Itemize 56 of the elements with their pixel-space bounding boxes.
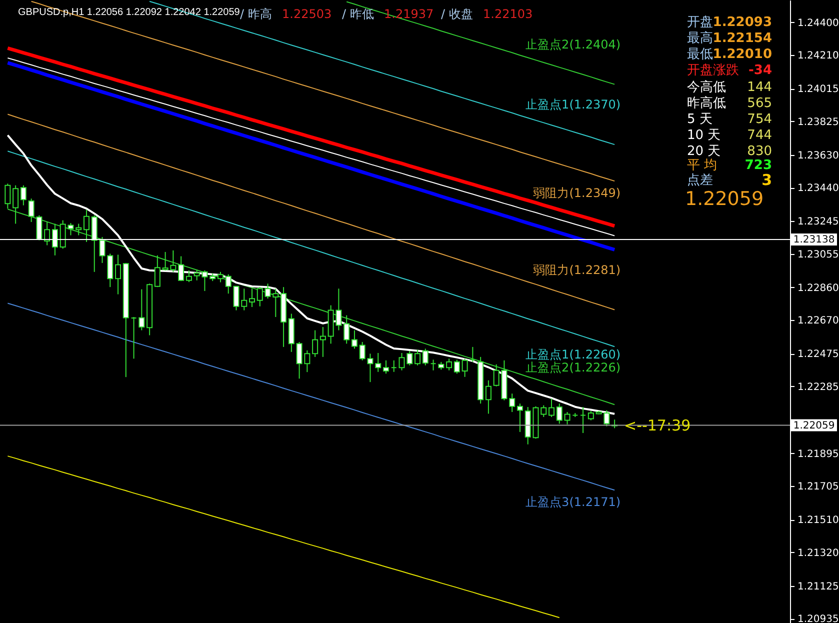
ref-line-label: 1.23138: [793, 234, 835, 246]
series-label: 弱阻力(1.2349): [533, 186, 621, 200]
text: 565: [747, 96, 772, 111]
text: 开盘涨跌: [687, 63, 739, 78]
y-tick-label: 1.22475: [798, 349, 839, 360]
text: 1.22154: [712, 31, 772, 46]
annotation: 1.22503: [282, 7, 332, 21]
annotation: 1.21937: [384, 7, 434, 21]
y-tick-label: 1.22285: [798, 382, 839, 393]
y-tick-label: 1.20935: [798, 614, 839, 623]
y-tick-label: 1.21125: [798, 582, 839, 592]
y-tick-label: 1.21510: [798, 515, 839, 526]
text: 3: [762, 171, 772, 189]
text: 今高低: [687, 79, 726, 95]
y-tick-label: 1.23245: [798, 216, 839, 228]
series-label: 止盈点1(1.2260): [526, 348, 621, 362]
series-label: 止盈点2(1.2404): [526, 37, 621, 52]
text: -34: [748, 63, 772, 78]
y-tick-label: 1.24400: [798, 18, 839, 29]
series-label: 弱阻力(1.2281): [533, 262, 621, 277]
text: 723: [744, 158, 772, 173]
y-tick-label: 1.23440: [798, 183, 839, 194]
y-tick-label: 1.24015: [798, 84, 839, 96]
y-tick-label: 1.21705: [798, 482, 839, 493]
text: 最低: [687, 47, 713, 62]
text: 最高: [687, 30, 713, 46]
text: 昨高低: [687, 95, 726, 111]
annotation: 1.22103: [483, 7, 533, 21]
y-tick-label: 1.21320: [798, 548, 839, 559]
annotation: / 昨高: [240, 7, 272, 21]
text: 1.22059: [685, 188, 764, 210]
series-label: 止盈点1(1.2370): [526, 98, 621, 112]
annotation: / 收盘: [441, 7, 473, 21]
y-tick-label: 1.24210: [798, 50, 839, 62]
text: 平 均: [687, 158, 718, 173]
text: 10 天: [687, 128, 721, 143]
text: 开盘: [687, 15, 713, 30]
text: 1.22093: [712, 15, 772, 30]
y-tick-label: 1.22670: [798, 316, 839, 327]
ref-line-label: 1.22059: [793, 420, 835, 432]
series-label: 止盈点3(1.2171): [526, 495, 621, 510]
text: 754: [747, 112, 772, 127]
y-tick-label: 1.23055: [798, 249, 839, 260]
y-tick-label: 1.23825: [798, 116, 839, 128]
y-tick-label: 1.21895: [798, 448, 839, 460]
text: 830: [747, 144, 772, 159]
y-tick-label: 1.23630: [798, 150, 839, 162]
annotation: / 昨低: [342, 7, 374, 21]
text: 点差: [687, 173, 713, 188]
series-label: 止盈点2(1.2226): [526, 360, 621, 375]
text: 744: [747, 128, 772, 143]
text: 5 天: [687, 112, 712, 127]
text: 20 天: [687, 144, 721, 159]
text: 144: [747, 80, 772, 95]
y-tick-label: 1.22860: [798, 282, 839, 294]
text: 1.22010: [712, 47, 772, 62]
